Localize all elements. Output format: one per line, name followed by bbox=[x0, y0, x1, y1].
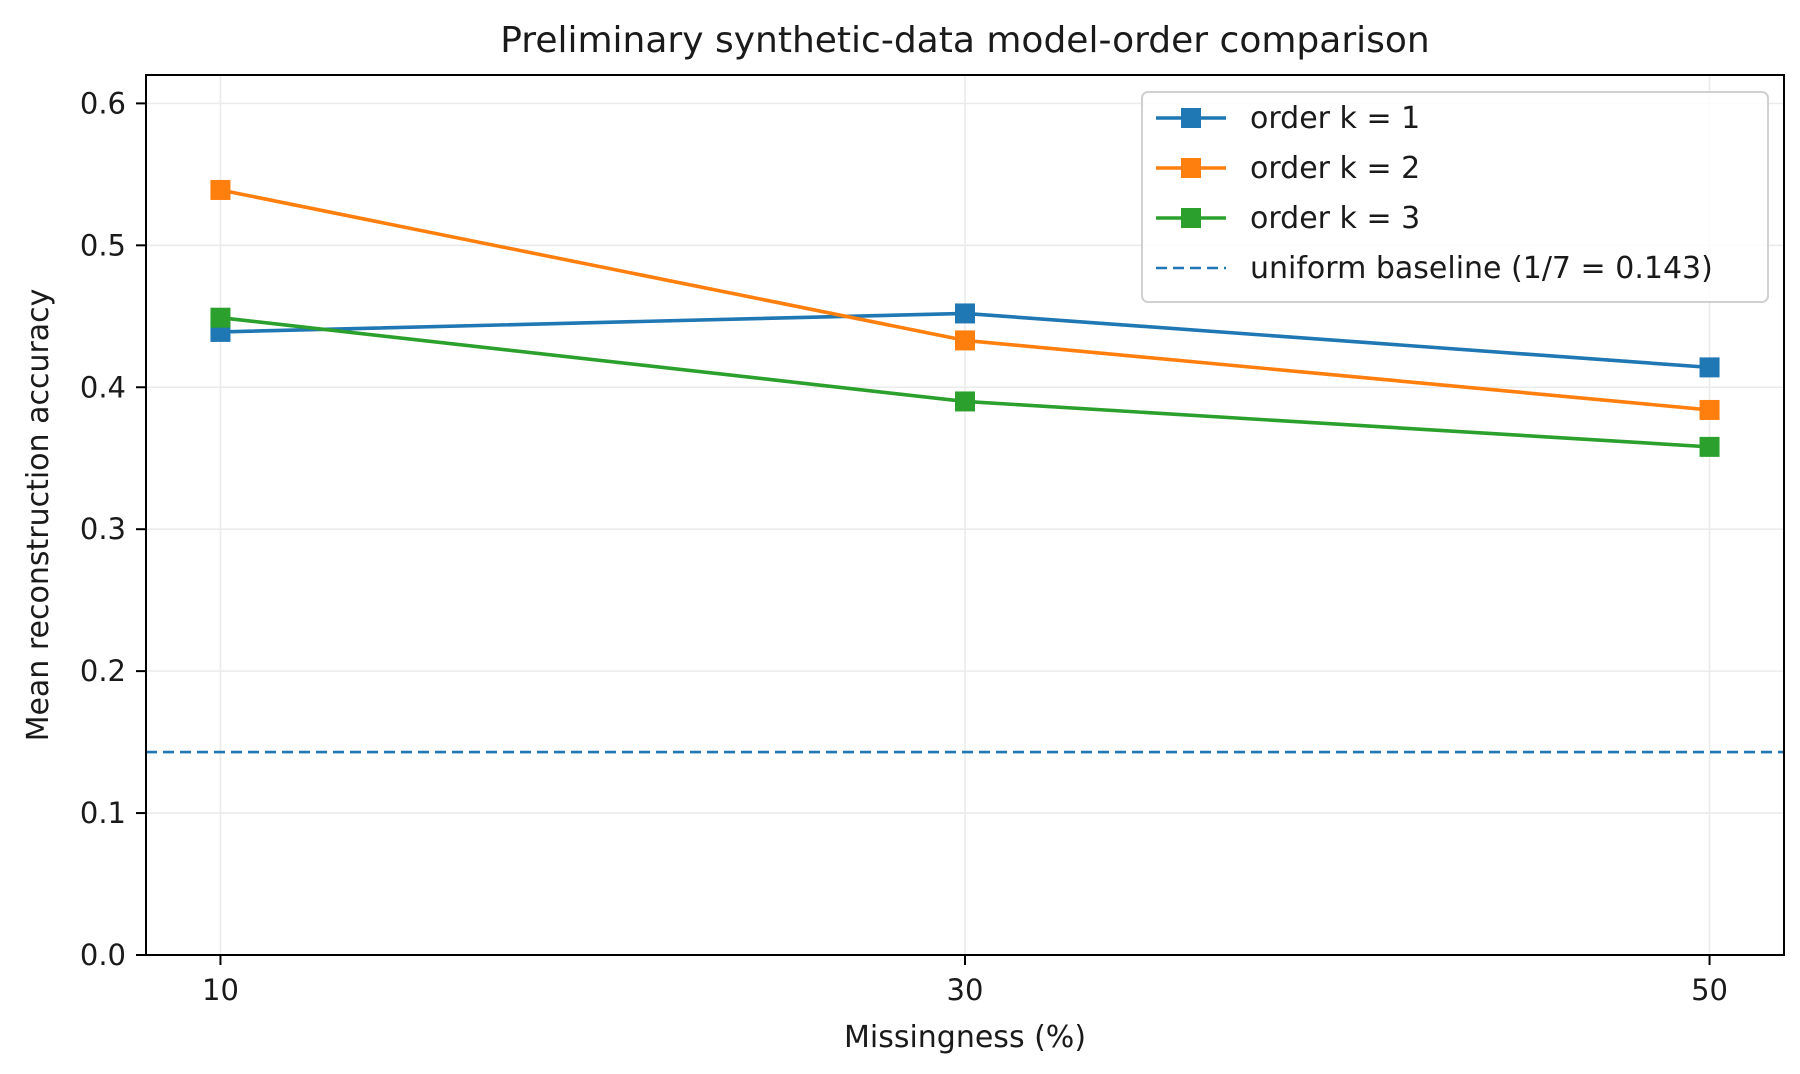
legend-label: order k = 1 bbox=[1250, 101, 1420, 136]
legend-label: order k = 3 bbox=[1250, 201, 1420, 236]
data-point-k1 bbox=[1699, 357, 1720, 378]
data-point-k3 bbox=[955, 391, 975, 412]
series-layer bbox=[210, 179, 1720, 457]
legend-box bbox=[1141, 91, 1769, 303]
legend: order k = 1 order k = 2 order k = 3 uniform… bbox=[1141, 91, 1769, 303]
y-tick-label: 0.5 bbox=[80, 228, 126, 262]
legend-label: order k = 2 bbox=[1250, 151, 1420, 186]
y-tick-label: 0.4 bbox=[80, 370, 126, 404]
y-tick-label: 0.2 bbox=[80, 654, 126, 688]
ticks-layer: 0.0 0.1 0.2 0.3 0.4 0.5 0.6 10 30 50 bbox=[80, 86, 1728, 1007]
data-point-k2 bbox=[210, 179, 231, 200]
data-point-k3 bbox=[1699, 436, 1720, 457]
x-axis-label: Missingness (%) bbox=[844, 1020, 1086, 1055]
data-point-k3 bbox=[210, 307, 231, 328]
grid-layer bbox=[146, 75, 1784, 955]
data-point-k2 bbox=[955, 330, 975, 351]
x-tick-label: 50 bbox=[1691, 973, 1728, 1007]
x-tick-label: 10 bbox=[202, 973, 239, 1007]
legend-label: uniform baseline (1/7 = 0.143) bbox=[1250, 251, 1713, 286]
y-tick-label: 0.1 bbox=[80, 796, 126, 830]
legend-marker bbox=[1181, 208, 1201, 228]
legend-marker bbox=[1181, 158, 1201, 178]
y-tick-label: 0.0 bbox=[80, 938, 126, 972]
chart-title: Preliminary synthetic-data model-order c… bbox=[500, 20, 1430, 61]
x-tick-label: 30 bbox=[947, 973, 984, 1007]
data-point-k1 bbox=[955, 303, 975, 324]
data-point-k2 bbox=[1699, 399, 1720, 420]
y-tick-label: 0.6 bbox=[80, 86, 126, 120]
legend-marker bbox=[1181, 108, 1201, 128]
y-tick-label: 0.3 bbox=[80, 512, 126, 546]
y-axis-label: Mean reconstruction accuracy bbox=[21, 289, 56, 742]
